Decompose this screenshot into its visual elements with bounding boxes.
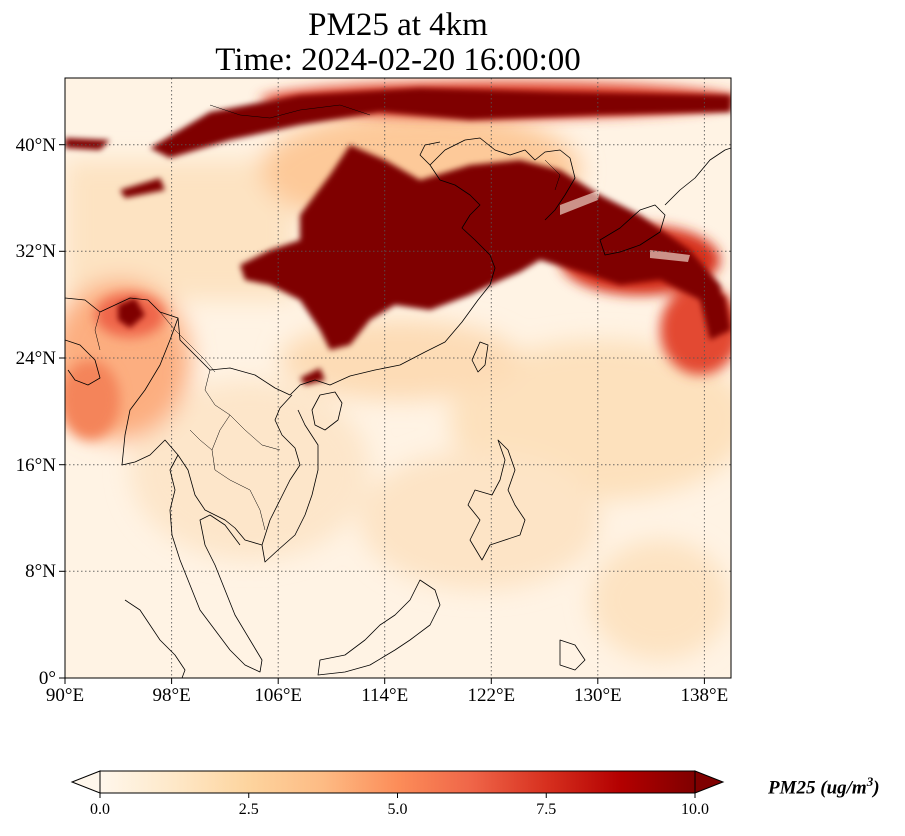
lat-tick-label: 8°N: [25, 561, 56, 582]
pm25-field: [65, 78, 731, 678]
country-borders: [94, 104, 561, 531]
map-gridlines: [65, 78, 731, 678]
lat-tick-label: 16°N: [16, 455, 57, 476]
colorbar-extend-min: [70, 770, 101, 794]
colorbar-tick-label: 5.0: [388, 801, 408, 818]
colorbar-gradient: [100, 771, 695, 793]
colorbar-extend-max: [694, 770, 725, 794]
colorbar-tick-label: 10.0: [681, 801, 709, 818]
colorbar-label: PM25 (ug/m3): [768, 774, 880, 799]
colorbar-tick-label: 2.5: [239, 801, 259, 818]
lon-tick-label: 90°E: [46, 685, 84, 706]
lat-tick-label: 0°: [39, 668, 56, 689]
map-title-line-2: Time: 2024-02-20 16:00:00: [215, 42, 581, 78]
colorbar-label-sup: 3: [866, 774, 874, 789]
lon-tick-label: 114°E: [361, 685, 408, 706]
colorbar-label-close: ): [873, 777, 880, 799]
colorbar-label-text: PM25 (ug/m: [768, 777, 867, 799]
lat-tick-label: 24°N: [16, 348, 57, 369]
lon-tick-label: 138°E: [681, 685, 729, 706]
lat-tick-label: 32°N: [16, 241, 57, 262]
colorbar: 0.0 2.5 5.0 7.5 10.0: [70, 770, 725, 818]
map-title-line-1: PM25 at 4km: [308, 7, 488, 43]
map-frame: [64, 77, 732, 679]
axis-ticks: [59, 144, 705, 684]
lat-tick-label: 40°N: [16, 135, 57, 156]
colorbar-tick-label: 7.5: [536, 801, 556, 818]
lon-tick-label: 130°E: [574, 685, 622, 706]
coastlines: [65, 137, 731, 678]
lon-tick-label: 98°E: [152, 685, 190, 706]
colorbar-tick-label: 0.0: [90, 801, 110, 818]
lon-tick-label: 122°E: [467, 685, 515, 706]
lon-tick-label: 106°E: [254, 685, 302, 706]
